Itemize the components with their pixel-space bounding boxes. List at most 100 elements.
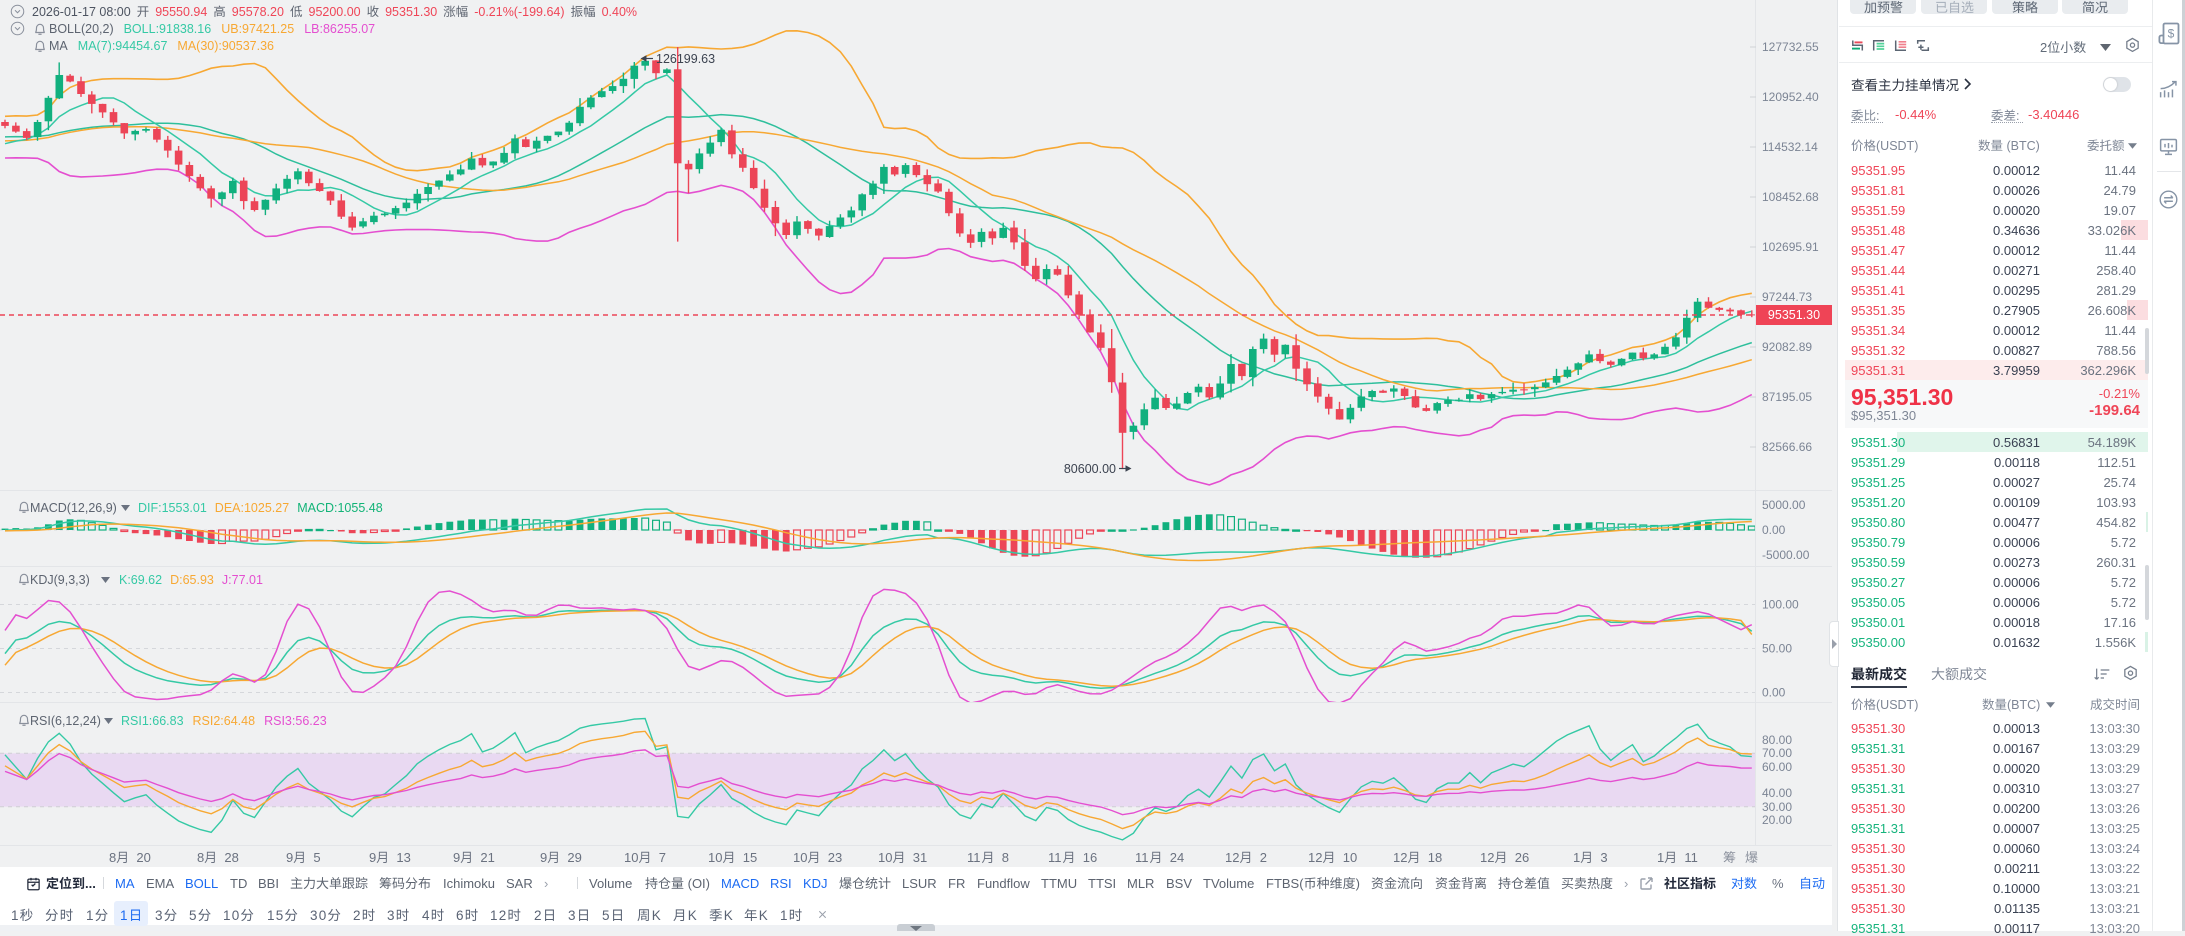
svg-text:): ) <box>1356 876 1360 891</box>
svg-text:10: 10 <box>708 850 722 865</box>
svg-text:SAR: SAR <box>506 876 533 891</box>
svg-text:3: 3 <box>387 908 396 923</box>
svg-text:(USDT): (USDT) <box>1876 139 1918 153</box>
svg-text:BOLL(20,2): BOLL(20,2) <box>49 22 114 36</box>
svg-text:-0.21%(-199.64): -0.21%(-199.64) <box>474 5 564 19</box>
svg-text:›: › <box>1624 876 1628 891</box>
svg-text:RSI2:64.48: RSI2:64.48 <box>193 714 256 728</box>
svg-text:2: 2 <box>534 908 543 923</box>
svg-text:Fundflow: Fundflow <box>977 876 1030 891</box>
svg-text:(BTC): (BTC) <box>2007 698 2040 712</box>
svg-text:1: 1 <box>1573 850 1580 865</box>
svg-text:9: 9 <box>540 850 547 865</box>
svg-text:TVolume: TVolume <box>1203 876 1254 891</box>
svg-text:9: 9 <box>369 850 376 865</box>
svg-text:29: 29 <box>560 850 582 865</box>
svg-text:60.00: 60.00 <box>1762 760 1792 774</box>
svg-text:15: 15 <box>736 850 758 865</box>
svg-text:26: 26 <box>1508 850 1530 865</box>
svg-text:120952.40: 120952.40 <box>1762 90 1819 104</box>
svg-text:TD: TD <box>230 876 247 891</box>
svg-text:BBI: BBI <box>258 876 279 891</box>
svg-text:DEA:1025.27: DEA:1025.27 <box>215 501 289 515</box>
svg-text:BOLL:91838.16: BOLL:91838.16 <box>124 22 212 36</box>
svg-text:12: 12 <box>1393 850 1407 865</box>
svg-text:4: 4 <box>422 908 431 923</box>
svg-text:80.00: 80.00 <box>1762 733 1792 747</box>
svg-text:20.00: 20.00 <box>1762 813 1792 827</box>
svg-text:5: 5 <box>602 908 611 923</box>
svg-text:BSV: BSV <box>1166 876 1192 891</box>
svg-text:11: 11 <box>1135 850 1149 865</box>
svg-text:MA: MA <box>115 876 135 891</box>
svg-text:TTSI: TTSI <box>1088 876 1116 891</box>
svg-text:28: 28 <box>217 850 239 865</box>
svg-text:1: 1 <box>1657 850 1664 865</box>
svg-text:K:69.62: K:69.62 <box>119 573 162 587</box>
svg-text:RSI3:56.23: RSI3:56.23 <box>264 714 327 728</box>
svg-text:11: 11 <box>967 850 981 865</box>
svg-text:12: 12 <box>1308 850 1322 865</box>
svg-text:(USDT): (USDT) <box>1876 698 1918 712</box>
svg-text:18: 18 <box>1421 850 1443 865</box>
svg-text:K: K <box>759 908 769 923</box>
svg-text:10: 10 <box>1336 850 1358 865</box>
svg-text:6: 6 <box>456 908 465 923</box>
svg-text:K: K <box>687 908 697 923</box>
svg-text:15: 15 <box>267 908 284 923</box>
svg-text:3: 3 <box>155 908 164 923</box>
svg-text:LSUR: LSUR <box>902 876 937 891</box>
svg-text:5000.00: 5000.00 <box>1762 498 1806 512</box>
svg-text:$: $ <box>2168 27 2175 41</box>
svg-text:-5000.00: -5000.00 <box>1762 548 1810 562</box>
svg-text:100.00: 100.00 <box>1762 598 1799 612</box>
svg-text:2026-01-17 08:00: 2026-01-17 08:00 <box>32 5 131 19</box>
svg-text:K: K <box>723 908 733 923</box>
svg-text:MACD:1055.48: MACD:1055.48 <box>297 501 383 515</box>
svg-text:92082.89: 92082.89 <box>1762 340 1812 354</box>
svg-text:RSI: RSI <box>770 876 792 891</box>
svg-text:...: ... <box>85 876 96 891</box>
svg-text:16: 16 <box>1076 850 1098 865</box>
svg-text:12: 12 <box>1480 850 1494 865</box>
svg-text:95351.30: 95351.30 <box>385 5 437 19</box>
svg-text::: : <box>2016 109 2019 123</box>
svg-text:8: 8 <box>109 850 116 865</box>
svg-text:MACD(12,26,9): MACD(12,26,9) <box>30 501 117 515</box>
svg-text:31: 31 <box>906 850 928 865</box>
svg-text:3: 3 <box>568 908 577 923</box>
svg-text:2: 2 <box>353 908 362 923</box>
svg-text:LB:86255.07: LB:86255.07 <box>304 22 375 36</box>
svg-text:11: 11 <box>1677 850 1698 865</box>
svg-text:0.00: 0.00 <box>1762 523 1786 537</box>
svg-text:12: 12 <box>1225 850 1239 865</box>
svg-text::: : <box>1876 109 1879 123</box>
svg-text:0.00: 0.00 <box>1762 686 1786 700</box>
svg-text:30: 30 <box>310 908 327 923</box>
svg-text:10: 10 <box>223 908 240 923</box>
svg-text:1: 1 <box>780 908 789 923</box>
svg-text:UB:97421.25: UB:97421.25 <box>221 22 294 36</box>
svg-text:›: › <box>544 876 548 891</box>
svg-text:5: 5 <box>306 850 320 865</box>
svg-text:1: 1 <box>11 908 20 923</box>
svg-text:11: 11 <box>1048 850 1062 865</box>
svg-text:9: 9 <box>453 850 460 865</box>
svg-text:7: 7 <box>652 850 666 865</box>
svg-text:70.00: 70.00 <box>1762 746 1792 760</box>
svg-text:MA(7):94454.67: MA(7):94454.67 <box>78 39 168 53</box>
svg-text:EMA: EMA <box>146 876 175 891</box>
svg-text:2: 2 <box>1253 850 1267 865</box>
svg-text:RSI(6,12,24): RSI(6,12,24) <box>30 714 101 728</box>
svg-text:108452.68: 108452.68 <box>1762 190 1819 204</box>
svg-text:Ichimoku: Ichimoku <box>443 876 495 891</box>
svg-text:95578.20: 95578.20 <box>232 5 284 19</box>
svg-text:97244.73: 97244.73 <box>1762 290 1812 304</box>
svg-text:2: 2 <box>2040 40 2047 55</box>
svg-text:MLR: MLR <box>1127 876 1154 891</box>
svg-text:10: 10 <box>793 850 807 865</box>
svg-text:FTBS(: FTBS( <box>1266 876 1304 891</box>
svg-text:102695.91: 102695.91 <box>1762 240 1819 254</box>
svg-text:10: 10 <box>624 850 638 865</box>
svg-text:30.00: 30.00 <box>1762 800 1792 814</box>
